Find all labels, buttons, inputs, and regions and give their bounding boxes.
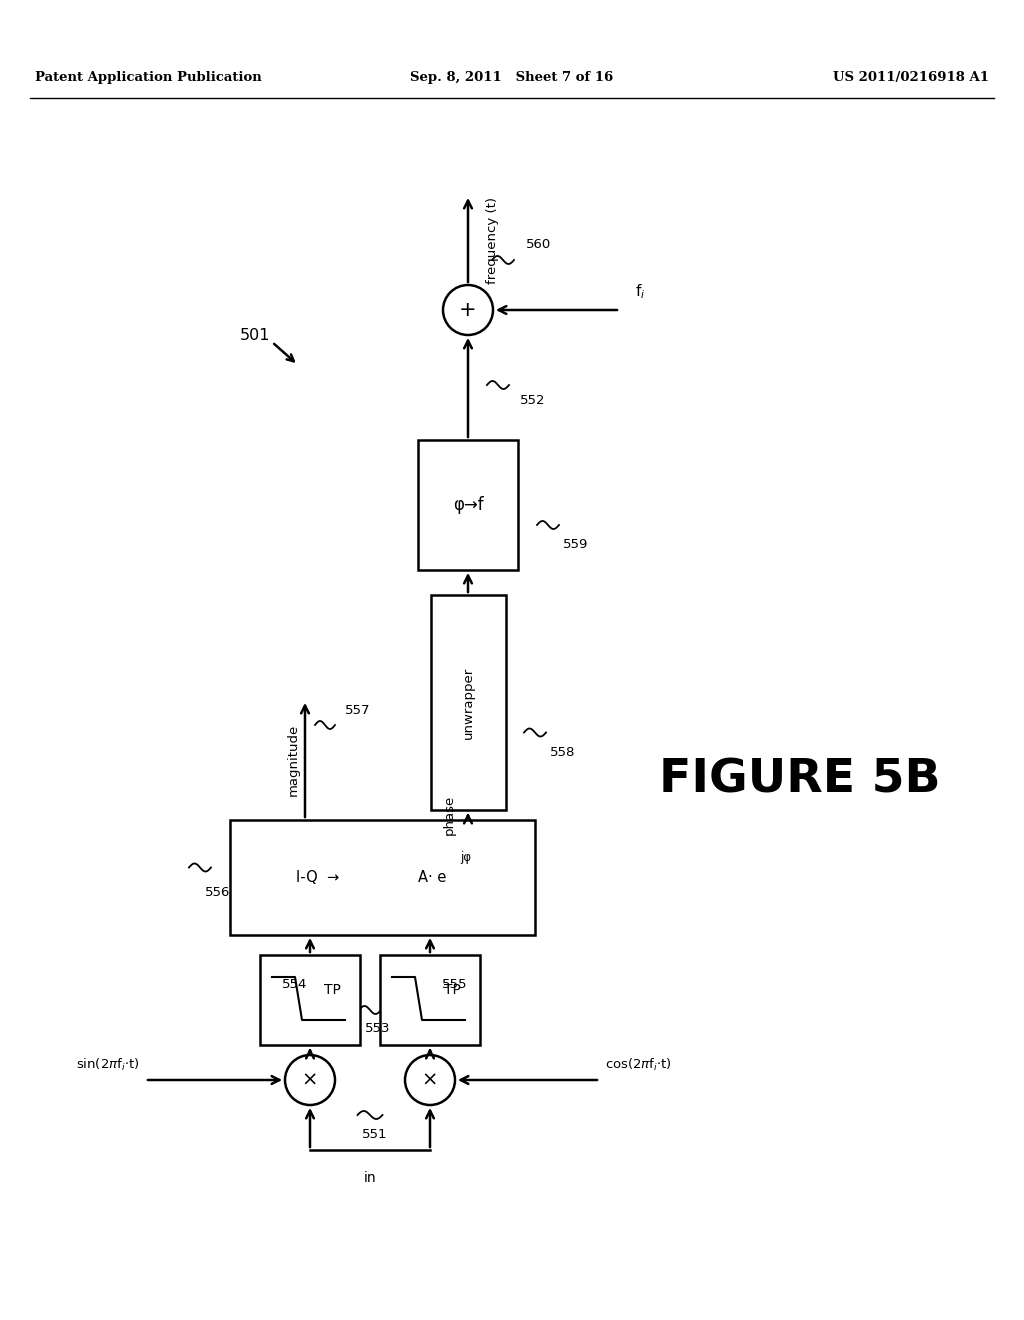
Circle shape	[285, 1055, 335, 1105]
Text: 555: 555	[442, 978, 468, 991]
Bar	[260, 954, 360, 1045]
Text: Sep. 8, 2011   Sheet 7 of 16: Sep. 8, 2011 Sheet 7 of 16	[411, 71, 613, 84]
Text: A· e: A· e	[419, 870, 446, 884]
Bar	[380, 954, 480, 1045]
Bar	[431, 595, 506, 810]
Text: sin(2$\pi$f$_i$$\cdot$t): sin(2$\pi$f$_i$$\cdot$t)	[77, 1057, 140, 1073]
Text: 557: 557	[345, 704, 371, 717]
Text: jφ: jφ	[460, 851, 471, 865]
Text: in: in	[364, 1171, 376, 1185]
Text: 558: 558	[550, 746, 575, 759]
Text: magnitude: magnitude	[287, 723, 299, 796]
Text: unwrapper: unwrapper	[462, 667, 474, 739]
Text: TP: TP	[443, 983, 461, 997]
Text: 501: 501	[240, 327, 270, 342]
Bar	[230, 820, 535, 935]
Text: 556: 556	[205, 886, 230, 899]
Text: I-Q  →: I-Q →	[296, 870, 339, 884]
Text: US 2011/0216918 A1: US 2011/0216918 A1	[833, 71, 989, 84]
Text: frequency (t): frequency (t)	[486, 197, 499, 284]
Text: 552: 552	[520, 393, 546, 407]
Text: f$_i$: f$_i$	[635, 282, 645, 301]
Text: φ→f: φ→f	[453, 496, 483, 513]
Text: ×: ×	[302, 1071, 318, 1089]
Text: 551: 551	[362, 1129, 388, 1142]
Text: phase: phase	[443, 795, 456, 836]
Text: 554: 554	[283, 978, 307, 991]
Circle shape	[406, 1055, 455, 1105]
Bar	[418, 440, 518, 570]
Text: 559: 559	[563, 539, 589, 552]
Text: ×: ×	[422, 1071, 438, 1089]
Text: 560: 560	[526, 239, 551, 252]
Text: cos(2$\pi$f$_i$$\cdot$t): cos(2$\pi$f$_i$$\cdot$t)	[605, 1057, 672, 1073]
Text: Patent Application Publication: Patent Application Publication	[35, 71, 262, 84]
Text: FIGURE 5B: FIGURE 5B	[659, 758, 941, 803]
Text: +: +	[459, 300, 477, 319]
Text: TP: TP	[324, 983, 340, 997]
Text: 553: 553	[366, 1022, 391, 1035]
Circle shape	[443, 285, 493, 335]
